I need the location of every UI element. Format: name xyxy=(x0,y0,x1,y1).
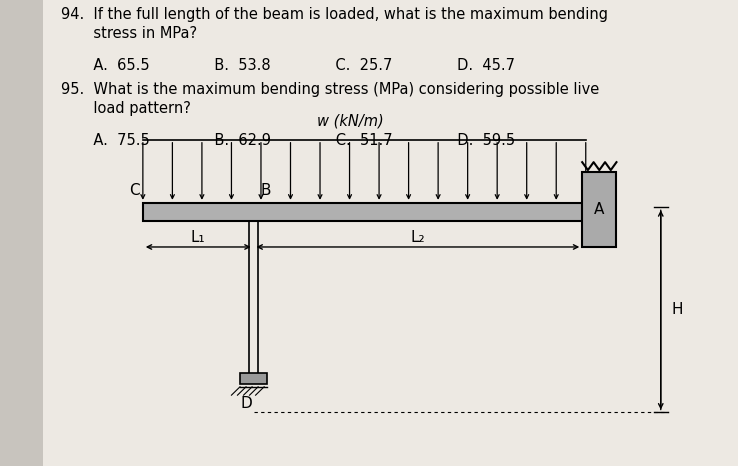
Text: L₁: L₁ xyxy=(191,230,206,245)
Bar xyxy=(143,203,586,221)
Text: D: D xyxy=(241,396,252,411)
Text: H: H xyxy=(672,302,683,317)
Text: w (kN/m): w (kN/m) xyxy=(317,113,384,128)
Text: B: B xyxy=(261,183,272,198)
Text: L₂: L₂ xyxy=(410,230,425,245)
Text: 94.  If the full length of the beam is loaded, what is the maximum bending
     : 94. If the full length of the beam is lo… xyxy=(61,7,607,41)
Text: 95.  What is the maximum bending stress (MPa) considering possible live
       l: 95. What is the maximum bending stress (… xyxy=(61,82,599,116)
Text: A.  75.5              B.  62.9              C.  51.7              D.  59.5: A. 75.5 B. 62.9 C. 51.7 D. 59.5 xyxy=(61,133,515,148)
Bar xyxy=(0,0,43,466)
Text: A.  65.5              B.  53.8              C.  25.7              D.  45.7: A. 65.5 B. 53.8 C. 25.7 D. 45.7 xyxy=(61,58,514,73)
Bar xyxy=(582,172,616,247)
Text: A: A xyxy=(594,202,604,217)
Bar xyxy=(240,373,267,384)
Text: C: C xyxy=(128,183,139,198)
